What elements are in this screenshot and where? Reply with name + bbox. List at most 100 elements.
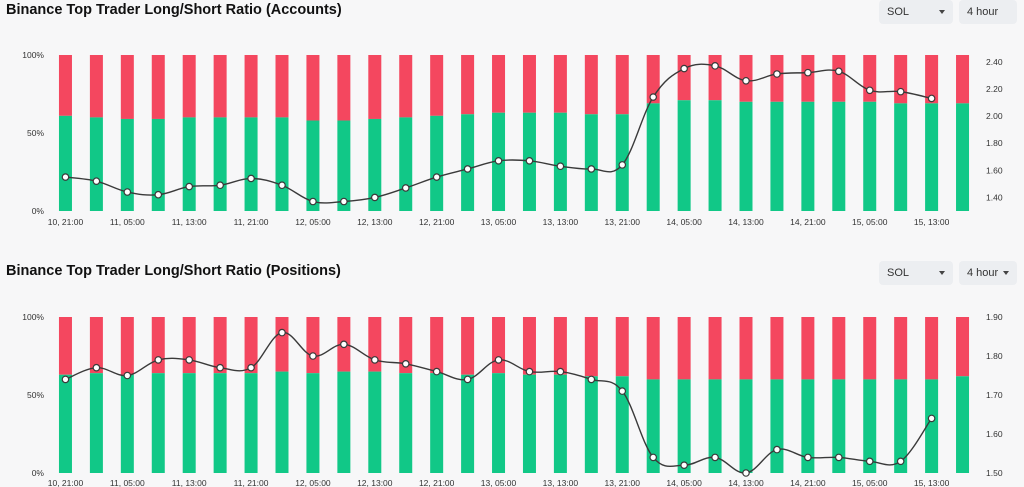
bar-short [584, 317, 598, 377]
bar-short [399, 317, 413, 374]
bar-short [244, 317, 258, 374]
x-tick-label: 12, 13:00 [357, 217, 393, 227]
y-right-tick-label: 1.70 [986, 390, 1003, 400]
x-tick-label: 12, 21:00 [419, 478, 455, 487]
bar-short [244, 55, 258, 118]
bar-short [708, 317, 722, 380]
ratio-point [278, 181, 286, 190]
bar-long [584, 114, 598, 211]
bar-long [863, 379, 877, 473]
bar-long [863, 101, 877, 211]
symbol-select-value: SOL [887, 6, 910, 18]
x-tick-label: 13, 05:00 [481, 217, 517, 227]
bar-short [770, 55, 784, 102]
bar-short [89, 317, 103, 374]
y-right-tick-label: 2.40 [986, 57, 1003, 67]
bar-short [182, 55, 196, 118]
bar-long [430, 373, 444, 473]
bar-long [894, 379, 908, 473]
y-right-tick-label: 1.50 [986, 468, 1003, 478]
ratio-point [556, 162, 565, 171]
bar-short [151, 317, 165, 374]
ratio-point [649, 453, 658, 462]
y-right-tick-label: 1.60 [986, 165, 1003, 175]
ratio-point [61, 173, 70, 181]
x-tick-label: 14, 05:00 [666, 217, 702, 227]
bar-long [275, 371, 289, 473]
bar-short [832, 55, 846, 102]
x-tick-label: 15, 05:00 [852, 217, 888, 227]
bar-short [461, 317, 475, 375]
bar-short [275, 317, 289, 372]
bar-long [337, 120, 351, 211]
ratio-point [370, 356, 379, 364]
bar-short [337, 55, 351, 121]
bar-short [58, 55, 72, 116]
bar-short [770, 317, 784, 380]
bar-long [430, 115, 444, 211]
bar-long [368, 118, 382, 211]
bar-short [553, 317, 567, 375]
bar-long [89, 373, 103, 473]
x-tick-label: 10, 21:00 [48, 478, 84, 487]
ratio-point [463, 165, 472, 173]
bar-short [182, 317, 196, 374]
x-tick-label: 13, 05:00 [481, 478, 517, 487]
y-right-tick-label: 2.00 [986, 111, 1003, 121]
y-left-tick-label: 0% [32, 468, 45, 478]
x-tick-label: 11, 21:00 [234, 217, 269, 227]
bar-short [213, 55, 227, 118]
bar-short [275, 55, 289, 118]
bar-long [925, 379, 939, 473]
y-left-tick-label: 0% [32, 206, 45, 216]
bar-long [770, 379, 784, 473]
symbol-select[interactable]: SOL [879, 0, 953, 24]
x-tick-label: 12, 21:00 [419, 217, 455, 227]
x-tick-label: 11, 13:00 [172, 478, 207, 487]
ratio-point [804, 453, 812, 462]
ratio-point [927, 414, 936, 423]
symbol-select[interactable]: SOL [879, 261, 953, 285]
bar-short [213, 317, 227, 374]
x-tick-label: 14, 21:00 [790, 217, 826, 227]
bar-short [646, 317, 660, 380]
ratio-point [309, 197, 317, 206]
y-left-tick-label: 100% [22, 50, 44, 60]
x-tick-label: 13, 21:00 [605, 217, 641, 227]
bar-long [244, 117, 258, 211]
bar-long [213, 373, 227, 473]
bar-long [677, 379, 691, 473]
x-tick-label: 13, 13:00 [543, 478, 579, 487]
bar-short [120, 317, 134, 375]
ratio-point [649, 93, 658, 101]
interval-select[interactable]: 4 hour [959, 261, 1017, 285]
ratio-point [154, 190, 163, 199]
bar-long [368, 371, 382, 473]
x-tick-label: 13, 13:00 [543, 217, 579, 227]
bar-short [522, 317, 536, 375]
ratio-point [92, 177, 101, 185]
bar-long [306, 120, 320, 211]
ratio-point [123, 371, 132, 380]
bar-long [646, 379, 660, 473]
bar-long [399, 117, 413, 211]
bar-short [925, 317, 939, 380]
y-right-tick-label: 1.80 [986, 138, 1003, 148]
bar-long [708, 100, 722, 211]
x-tick-label: 11, 13:00 [172, 217, 207, 227]
bar-long [925, 103, 939, 211]
bar-long [461, 114, 475, 211]
bar-long [120, 374, 134, 473]
bar-short [89, 55, 103, 118]
interval-select[interactable]: 4 hour [959, 0, 1017, 24]
x-tick-label: 14, 13:00 [728, 217, 764, 227]
y-right-tick-label: 1.80 [986, 351, 1003, 361]
bar-short [368, 55, 382, 119]
bar-short [801, 55, 815, 102]
bar-long [677, 100, 691, 211]
ratio-point [742, 76, 750, 85]
ratio-point [247, 174, 255, 183]
ratio-point [587, 375, 596, 384]
panel-title: Binance Top Trader Long/Short Ratio (Acc… [6, 2, 342, 18]
ratio-point [804, 68, 812, 77]
